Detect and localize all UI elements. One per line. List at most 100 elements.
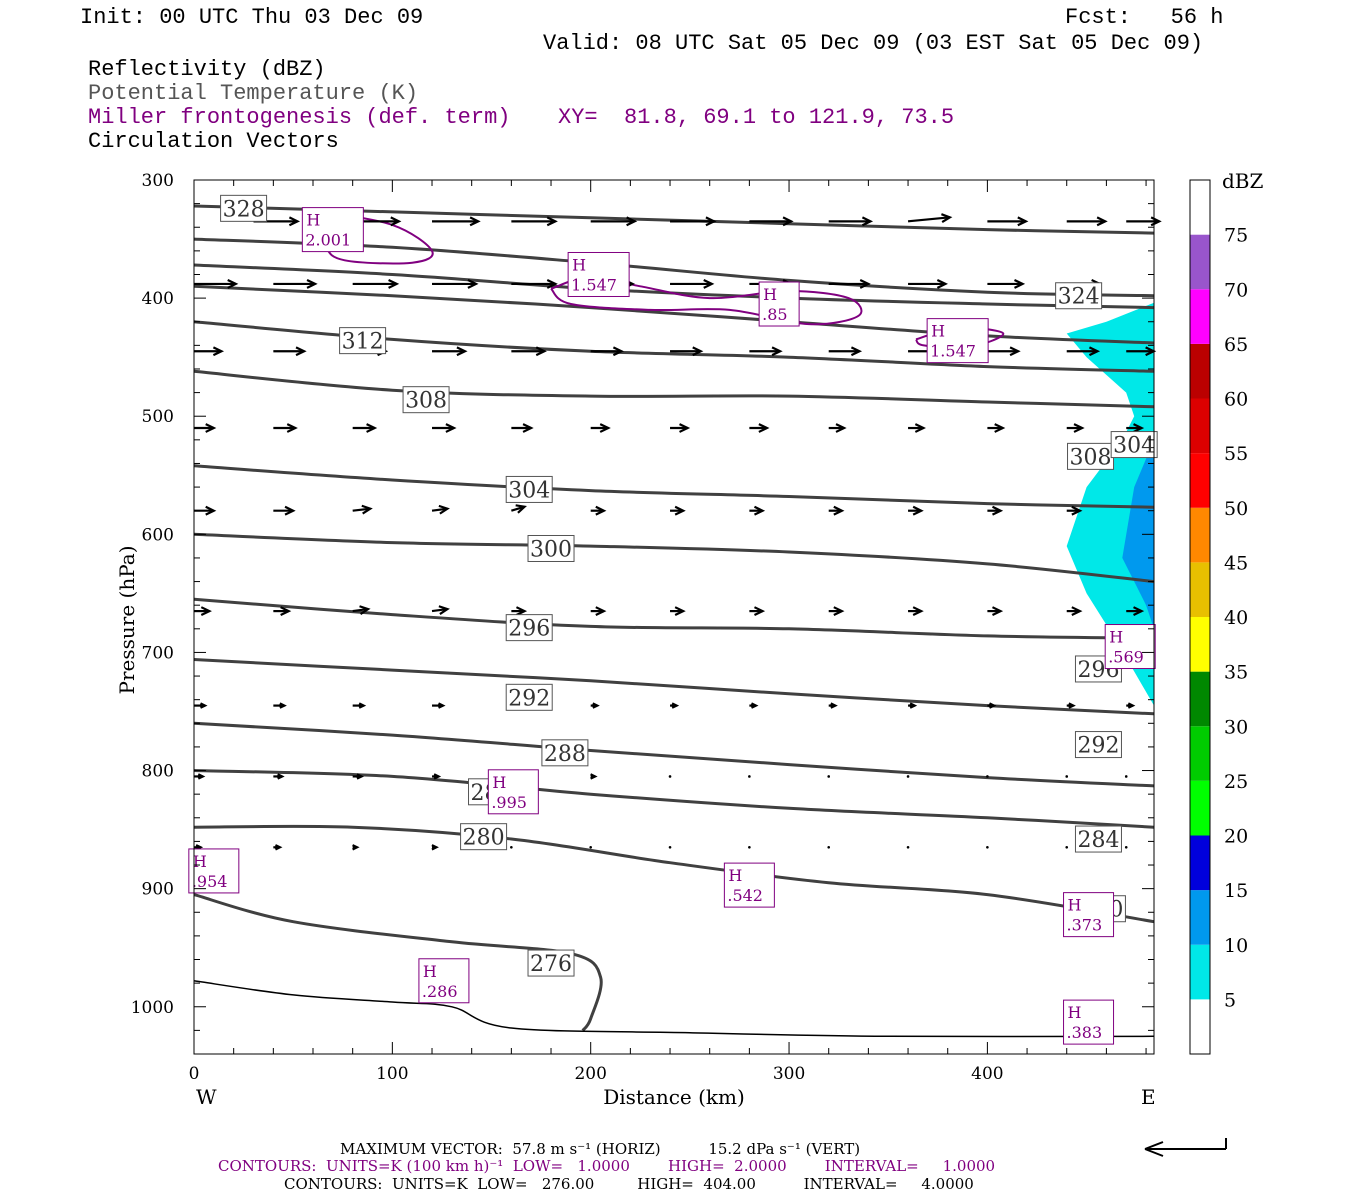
field-frontogenesis: Miller frontogenesis (def. term) <box>88 105 511 130</box>
y-tick-label: 800 <box>142 762 174 782</box>
circulation-vector <box>1126 702 1136 709</box>
circulation-vector <box>432 773 442 780</box>
theta-contour-label: 292 <box>505 683 553 711</box>
west-label: W <box>196 1085 217 1109</box>
circulation-vector <box>273 346 307 357</box>
frontogenesis-contours <box>316 209 1005 350</box>
max-letter: H <box>423 962 437 981</box>
max-letter: H <box>728 866 742 885</box>
theta-contour-label: 308 <box>1067 442 1115 470</box>
theta-contour-label: 288 <box>541 739 589 767</box>
max-vector-info: MAXIMUM VECTOR: 57.8 m s⁻¹ (HORIZ) 15.2 … <box>340 1140 861 1158</box>
ground-boundary-line <box>193 980 1155 1038</box>
colorbar-segment <box>1190 671 1210 727</box>
circulation-vector <box>1126 423 1145 433</box>
max-value: .569 <box>1108 648 1144 667</box>
max-value: .286 <box>422 982 458 1001</box>
init-time: Init: 00 UTC Thu 03 Dec 09 <box>80 5 424 30</box>
y-tick-label: 700 <box>142 643 174 663</box>
max-letter: H <box>572 255 586 274</box>
max-letter: H <box>492 773 506 792</box>
circulation-vector <box>987 346 1021 357</box>
theta-contour-label: 308 <box>402 386 450 414</box>
circulation-vector <box>432 216 481 227</box>
circulation-vector <box>1066 505 1083 516</box>
theta-label-text: 276 <box>530 952 572 977</box>
circulation-vector <box>1066 702 1076 709</box>
y-tick-label: 500 <box>142 407 174 427</box>
theta-contour-line <box>193 284 1155 345</box>
colorbar-unit: dBZ <box>1222 169 1264 193</box>
theta-label-text: 284 <box>1077 828 1119 853</box>
max-value: .383 <box>1067 1023 1103 1042</box>
valid-time: Valid: 08 UTC Sat 05 Dec 09 (03 EST Sat … <box>543 31 1204 56</box>
frontogenesis-max-label: H1.547 <box>567 251 630 297</box>
frontogenesis-max-label: H2.001 <box>301 207 364 253</box>
frontogenesis-max-label: H.995 <box>487 769 539 815</box>
circulation-vector <box>590 702 600 709</box>
colorbar-segment <box>1190 398 1210 454</box>
vector-dot <box>589 846 592 849</box>
circulation-vector <box>670 702 680 709</box>
circulation-vector <box>908 279 948 289</box>
circulation-vector <box>828 505 845 516</box>
theta-contour-label: 324 <box>1055 282 1103 310</box>
colorbar-label: 75 <box>1224 225 1248 247</box>
circulation-vector <box>749 702 759 709</box>
max-letter: H <box>306 211 320 230</box>
circulation-vector <box>432 702 446 709</box>
circulation-vector <box>749 346 783 357</box>
colorbar-label: 15 <box>1224 880 1248 902</box>
circulation-vector <box>273 702 287 709</box>
frontogenesis-max-label: H.85 <box>758 281 800 327</box>
colorbar-segment <box>1190 234 1210 290</box>
frontogenesis-max-label: H.383 <box>1063 999 1115 1045</box>
theta-label-text: 308 <box>1070 445 1112 470</box>
circulation-vector <box>431 605 450 615</box>
theta-label-text: 288 <box>544 742 586 767</box>
colorbar-segment <box>1190 180 1210 235</box>
frontogenesis-max-label: H.569 <box>1104 624 1156 670</box>
circulation-vector <box>352 702 367 709</box>
field-theta: Potential Temperature (K) <box>88 81 419 106</box>
field-reflectivity: Reflectivity (dBZ) <box>88 57 326 82</box>
reflectivity-5-10 <box>1066 302 1154 706</box>
colorbar-segment <box>1190 726 1210 781</box>
circulation-vector <box>511 279 558 289</box>
colorbar-segment <box>1190 890 1210 945</box>
theta-contour-line <box>193 597 1155 640</box>
vector-dot <box>510 846 513 849</box>
max-value: 1.547 <box>930 342 976 361</box>
circulation-vector <box>670 346 704 357</box>
y-axis-label: Pressure (hPa) <box>115 546 139 695</box>
colorbar-segment <box>1190 780 1210 836</box>
max-value: .995 <box>491 793 527 812</box>
circulation-vector <box>1066 216 1108 227</box>
vector-dot <box>827 775 831 778</box>
circulation-vector <box>273 773 285 780</box>
circulation-vector <box>908 505 924 516</box>
circulation-vector <box>352 844 360 851</box>
max-value: .954 <box>192 872 228 891</box>
colorbar-label: 65 <box>1224 334 1248 356</box>
reference-vector-arrow <box>1144 1138 1227 1157</box>
theta-label-text: 296 <box>508 617 550 642</box>
vector-dot <box>1065 775 1069 778</box>
colorbar-frame <box>1189 179 1211 1055</box>
circulation-vector <box>828 702 838 709</box>
vector-dot <box>986 846 989 849</box>
colorbar-label: 45 <box>1224 552 1248 574</box>
circulation-vector <box>432 423 457 433</box>
vector-dot <box>748 775 751 778</box>
circulation-vector <box>273 844 283 851</box>
max-value: .542 <box>727 886 763 905</box>
circulation-vector <box>194 423 217 433</box>
theta-contour-line <box>193 893 603 1032</box>
circulation-vector <box>511 423 534 433</box>
theta-label-text: 308 <box>405 389 447 414</box>
max-letter: H <box>1109 628 1123 647</box>
theta-contour-label: 292 <box>1074 731 1122 759</box>
circulation-vector <box>511 606 528 616</box>
